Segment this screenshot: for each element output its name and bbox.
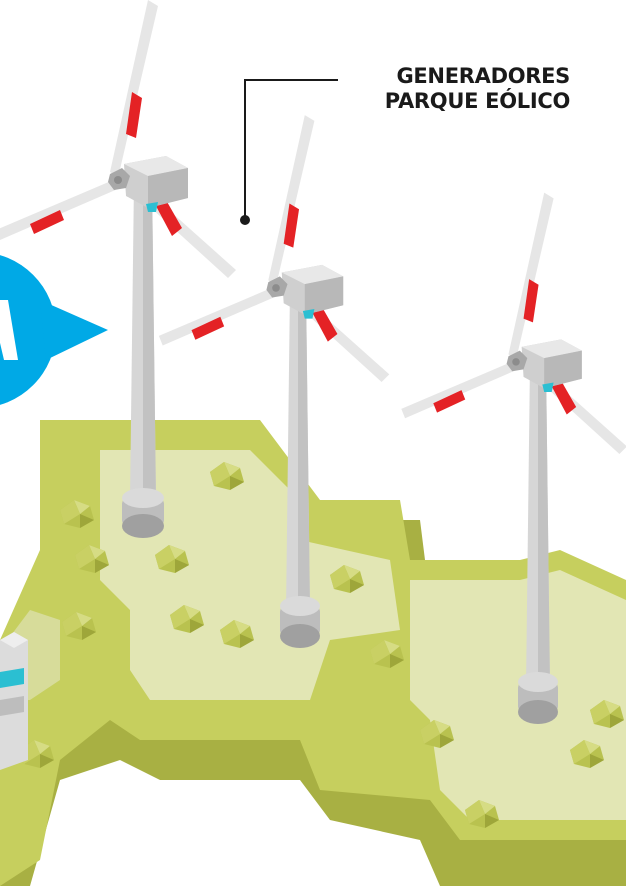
callout-line-1: GENERADORES [396, 64, 570, 88]
callout-label: GENERADORES PARQUE EÓLICO [330, 64, 571, 114]
wind-turbine-3 [401, 192, 626, 724]
callout-line-2: PARQUE EÓLICO [384, 89, 571, 113]
callout-leader-line [240, 79, 338, 225]
speech-bubble-icon [0, 255, 108, 405]
wind-turbine-1 [0, 0, 236, 538]
wind-turbine-2 [158, 115, 390, 648]
ground-platform [0, 420, 626, 886]
building-icon [0, 632, 28, 770]
